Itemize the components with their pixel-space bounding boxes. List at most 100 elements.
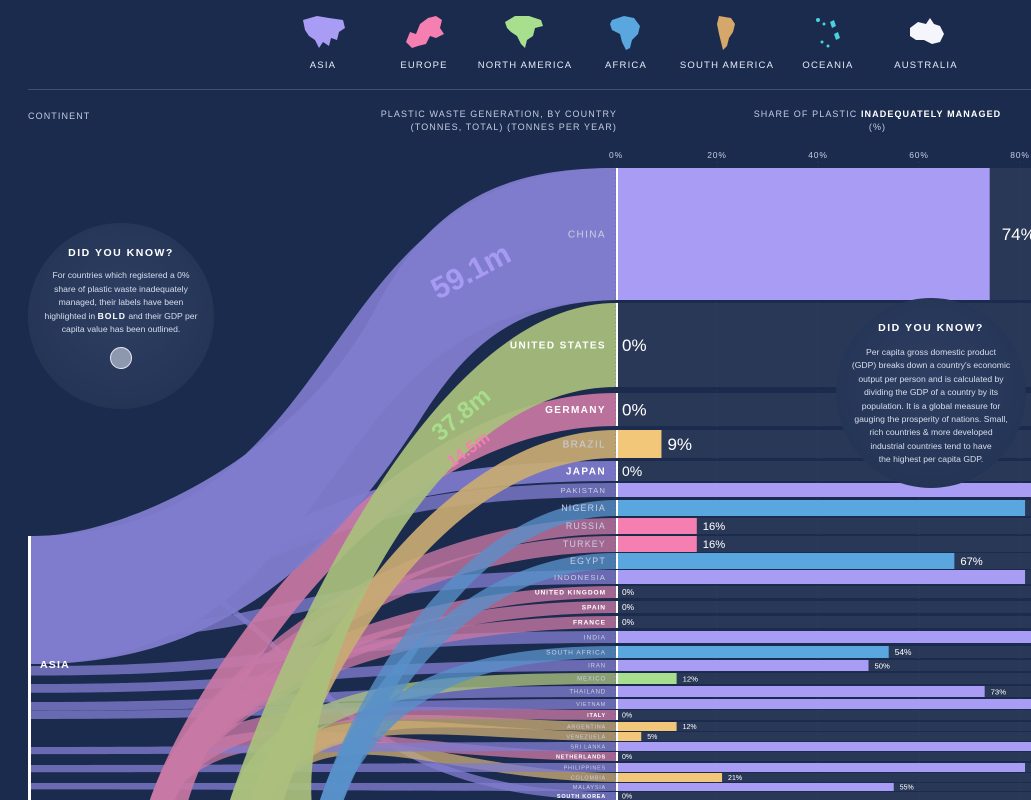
legend-africa[interactable]: AFRICA <box>571 12 681 71</box>
legend-europe[interactable]: EUROPE <box>369 12 479 71</box>
share-header-unit: (%) <box>868 122 887 132</box>
country-label: TURKEY <box>563 539 606 549</box>
bar-argentina[interactable] <box>616 722 677 731</box>
value-label: 0% <box>622 713 632 720</box>
dyk-right-line: Per capita gross domestic product <box>866 347 996 357</box>
zero-marker <box>616 570 618 584</box>
bar-south-africa[interactable] <box>616 646 889 658</box>
dyk-right-line: gauging the prosperity of nations. Small… <box>854 414 1008 425</box>
legend-north-america[interactable]: NORTH AMERICA <box>470 12 580 71</box>
country-label: COLOMBIA <box>571 775 606 781</box>
country-label: INDIA <box>584 634 606 641</box>
row-background <box>616 518 1031 534</box>
row-background <box>616 792 1031 800</box>
x-tick-label: 20% <box>707 150 726 160</box>
country-label: NETHERLANDS <box>556 754 606 760</box>
bar-sri-lanka[interactable] <box>616 742 1031 751</box>
legend-asia[interactable]: ASIA <box>268 12 378 71</box>
value-label: 21% <box>728 775 742 782</box>
flow-ribbon-united-states <box>230 303 616 800</box>
row-background <box>616 722 1031 731</box>
bar-turkey[interactable] <box>616 536 697 552</box>
country-label: CHINA <box>568 230 606 241</box>
bar-india[interactable] <box>616 631 1031 643</box>
x-tick-label: 0% <box>609 150 623 160</box>
bar-iran[interactable] <box>616 660 869 671</box>
zero-marker <box>616 631 618 643</box>
country-label: ARGENTINA <box>567 724 606 730</box>
bar-egypt[interactable] <box>616 553 955 569</box>
value-label: 9% <box>667 435 692 454</box>
flow-ribbon-nigeria <box>320 500 616 800</box>
dyk-right-line: population. It is a global measure for <box>861 400 1001 411</box>
dyk-right-title: DID YOU KNOW? <box>878 322 984 334</box>
country-label: VENEZUELA <box>566 734 606 740</box>
value-label: 0% <box>622 602 635 612</box>
legend-south-america[interactable]: SOUTH AMERICA <box>672 12 782 71</box>
bar-nigeria[interactable] <box>616 500 1026 516</box>
bar-mexico[interactable] <box>616 673 677 684</box>
country-label: MEXICO <box>577 677 606 683</box>
bar-venezuela[interactable] <box>616 732 642 741</box>
dyk-left-body: For countries which registered a 0% shar… <box>40 269 202 337</box>
legend-australia[interactable]: AUSTRALIA <box>871 12 981 71</box>
zero-marker <box>616 763 618 772</box>
bar-brazil[interactable] <box>616 430 662 458</box>
dyk-left-line: share of plastic waste inadequately <box>54 283 188 294</box>
asia-map-icon <box>303 16 345 48</box>
row-background <box>616 710 1031 720</box>
legend-oceania[interactable]: OCEANIA <box>773 12 883 71</box>
bar-china[interactable] <box>616 168 990 300</box>
value-label: 0% <box>622 617 635 627</box>
bar-vietnam[interactable] <box>616 699 1031 709</box>
value-label: 5% <box>647 734 657 741</box>
country-label: SOUTH KOREA <box>557 794 606 800</box>
country-label: SPAIN <box>582 604 606 611</box>
x-tick-label: 40% <box>808 150 827 160</box>
flow-ribbon-argentina <box>250 714 616 800</box>
zero-marker <box>616 616 618 628</box>
dyk-left-line: and their GDP per <box>125 310 198 321</box>
zero-marker <box>616 710 618 720</box>
bar-pakistan[interactable] <box>616 483 1031 497</box>
flow-ribbon-philippines <box>28 763 616 773</box>
value-label: 0% <box>622 794 632 800</box>
country-label: NIGERIA <box>561 503 606 513</box>
value-label: 0% <box>622 401 647 420</box>
dyk-right-line: rich countries & more developed <box>869 427 993 438</box>
dyk-right-line: (GDP) breaks down a country's economic <box>851 360 1011 371</box>
bar-thailand[interactable] <box>616 686 985 697</box>
row-background <box>616 773 1031 782</box>
country-label: BRAZIL <box>563 440 606 451</box>
value-label: 0% <box>622 336 647 355</box>
continent-header: CONTINENT <box>28 111 91 121</box>
share-header: SHARE OF PLASTIC INADEQUATELY MANAGED (%… <box>740 108 1015 134</box>
country-label: PAKISTAN <box>560 486 606 495</box>
value-label: 67% <box>960 556 982 568</box>
legend-label: NORTH AMERICA <box>477 60 573 71</box>
dyk-left-title: DID YOU KNOW? <box>68 247 174 259</box>
bar-russia[interactable] <box>616 518 697 534</box>
africa-map-icon <box>610 16 640 50</box>
bar-indonesia[interactable] <box>616 570 1026 584</box>
value-label: 55% <box>900 785 914 792</box>
zero-marker <box>616 646 618 658</box>
x-axis-ticks: 0% 20% 40% 60% 80% <box>609 150 1029 800</box>
flow-ribbons: ASIA <box>28 168 616 800</box>
flow-ribbon-mexico <box>230 673 616 800</box>
value-label: 73% <box>991 687 1007 696</box>
europe-map-icon <box>406 16 444 48</box>
zero-marker <box>616 601 618 613</box>
bar-malaysia[interactable] <box>616 783 894 791</box>
did-you-know-right: DID YOU KNOW? Per capita gross domestic … <box>836 298 1026 488</box>
dyk-left-line: highlighted in <box>44 310 98 321</box>
dyk-left-line: For countries which registered a 0% <box>52 270 190 280</box>
flow-ribbon-germany <box>150 393 616 800</box>
zero-marker <box>616 732 618 741</box>
bar-philippines[interactable] <box>616 763 1026 772</box>
zero-marker <box>616 303 618 387</box>
share-bars <box>616 168 1031 800</box>
value-label: 74% <box>1002 225 1031 244</box>
legend-label: AFRICA <box>604 60 648 71</box>
bar-colombia[interactable] <box>616 773 723 782</box>
